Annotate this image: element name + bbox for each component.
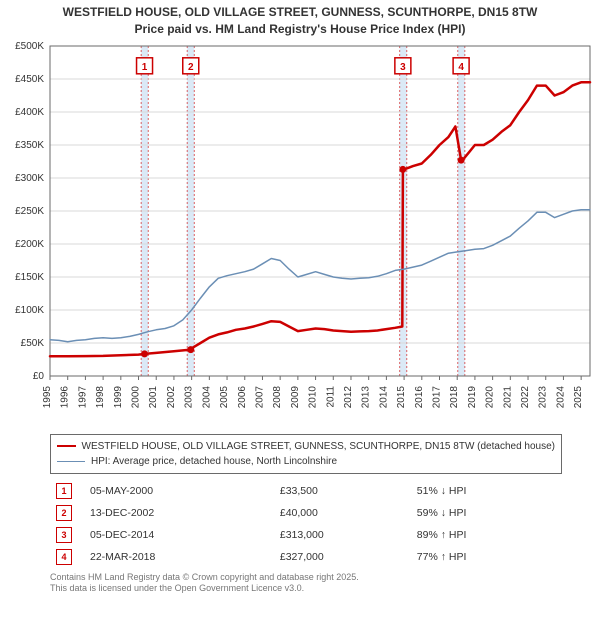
sale-marker-chip: 1 — [56, 483, 72, 499]
svg-text:2021: 2021 — [502, 385, 513, 408]
table-row: 4 22-MAR-2018£327,00077% ↑ HPI — [50, 546, 562, 568]
svg-text:2002: 2002 — [166, 385, 177, 408]
svg-text:2008: 2008 — [272, 385, 283, 408]
svg-text:2006: 2006 — [237, 385, 248, 408]
sale-relative: 51% ↓ HPI — [411, 480, 562, 502]
svg-text:2014: 2014 — [378, 385, 389, 408]
svg-text:2024: 2024 — [555, 385, 566, 408]
sale-date: 22-MAR-2018 — [84, 546, 274, 568]
svg-text:2000: 2000 — [131, 385, 142, 408]
svg-text:£500K: £500K — [15, 41, 44, 52]
chart-title-line2: Price paid vs. HM Land Registry's House … — [10, 21, 590, 38]
sale-price: £40,000 — [274, 502, 411, 524]
svg-text:2022: 2022 — [520, 385, 531, 408]
svg-text:£300K: £300K — [15, 173, 44, 184]
svg-text:£250K: £250K — [15, 206, 44, 217]
table-row: 3 05-DEC-2014£313,00089% ↑ HPI — [50, 524, 562, 546]
svg-text:3: 3 — [400, 61, 406, 72]
sale-date: 13-DEC-2002 — [84, 502, 274, 524]
svg-text:£200K: £200K — [15, 239, 44, 250]
svg-text:2005: 2005 — [219, 385, 230, 408]
sale-date: 05-MAY-2000 — [84, 480, 274, 502]
svg-text:2001: 2001 — [148, 385, 159, 408]
svg-text:£0: £0 — [33, 371, 45, 382]
svg-text:£150K: £150K — [15, 272, 44, 283]
svg-text:£450K: £450K — [15, 74, 44, 85]
svg-text:1: 1 — [142, 61, 148, 72]
svg-text:2025: 2025 — [573, 385, 584, 408]
svg-text:2015: 2015 — [396, 385, 407, 408]
footnote-line: This data is licensed under the Open Gov… — [50, 583, 562, 595]
table-row: 1 05-MAY-2000£33,50051% ↓ HPI — [50, 480, 562, 502]
legend: WESTFIELD HOUSE, OLD VILLAGE STREET, GUN… — [50, 434, 562, 474]
svg-text:2012: 2012 — [343, 385, 354, 408]
chart-area: £0 £50K £100K £150K £200K £250K £300K £350K £400… — [0, 40, 600, 430]
svg-text:1999: 1999 — [113, 385, 124, 408]
sale-marker-chip: 3 — [56, 527, 72, 543]
sale-price: £327,000 — [274, 546, 411, 568]
sale-marker-chip: 2 — [56, 505, 72, 521]
svg-text:1997: 1997 — [77, 385, 88, 408]
svg-text:2017: 2017 — [432, 385, 443, 408]
legend-item: WESTFIELD HOUSE, OLD VILLAGE STREET, GUN… — [57, 439, 555, 454]
svg-text:2007: 2007 — [254, 385, 265, 408]
svg-text:2003: 2003 — [184, 385, 195, 408]
sales-table: 1 05-MAY-2000£33,50051% ↓ HPI 2 13-DEC-2002… — [50, 480, 562, 568]
legend-label: WESTFIELD HOUSE, OLD VILLAGE STREET, GUN… — [82, 439, 555, 454]
footnote: Contains HM Land Registry data © Crown c… — [50, 572, 562, 595]
svg-text:2023: 2023 — [538, 385, 549, 408]
svg-text:2009: 2009 — [290, 385, 301, 408]
svg-text:2004: 2004 — [201, 385, 212, 408]
svg-text:2: 2 — [188, 61, 194, 72]
svg-text:£50K: £50K — [21, 338, 45, 349]
svg-text:1996: 1996 — [60, 385, 71, 408]
legend-label: HPI: Average price, detached house, Nort… — [91, 454, 337, 469]
footnote-line: Contains HM Land Registry data © Crown c… — [50, 572, 562, 584]
svg-text:2020: 2020 — [485, 385, 496, 408]
svg-text:£400K: £400K — [15, 107, 44, 118]
sale-relative: 77% ↑ HPI — [411, 546, 562, 568]
sale-price: £33,500 — [274, 480, 411, 502]
sale-relative: 89% ↑ HPI — [411, 524, 562, 546]
svg-text:1998: 1998 — [95, 385, 106, 408]
svg-text:2013: 2013 — [361, 385, 372, 408]
svg-text:1995: 1995 — [42, 385, 53, 408]
svg-text:2016: 2016 — [414, 385, 425, 408]
legend-item: HPI: Average price, detached house, Nort… — [57, 454, 555, 469]
table-row: 2 13-DEC-2002£40,00059% ↓ HPI — [50, 502, 562, 524]
svg-text:4: 4 — [458, 61, 464, 72]
svg-text:2010: 2010 — [308, 385, 319, 408]
svg-text:£100K: £100K — [15, 305, 44, 316]
sale-price: £313,000 — [274, 524, 411, 546]
svg-text:2011: 2011 — [325, 385, 336, 407]
svg-text:2019: 2019 — [467, 385, 478, 408]
sale-marker-chip: 4 — [56, 549, 72, 565]
sale-relative: 59% ↓ HPI — [411, 502, 562, 524]
svg-text:2018: 2018 — [449, 385, 460, 408]
svg-text:£350K: £350K — [15, 140, 44, 151]
sale-date: 05-DEC-2014 — [84, 524, 274, 546]
chart-title-line1: WESTFIELD HOUSE, OLD VILLAGE STREET, GUN… — [10, 4, 590, 21]
